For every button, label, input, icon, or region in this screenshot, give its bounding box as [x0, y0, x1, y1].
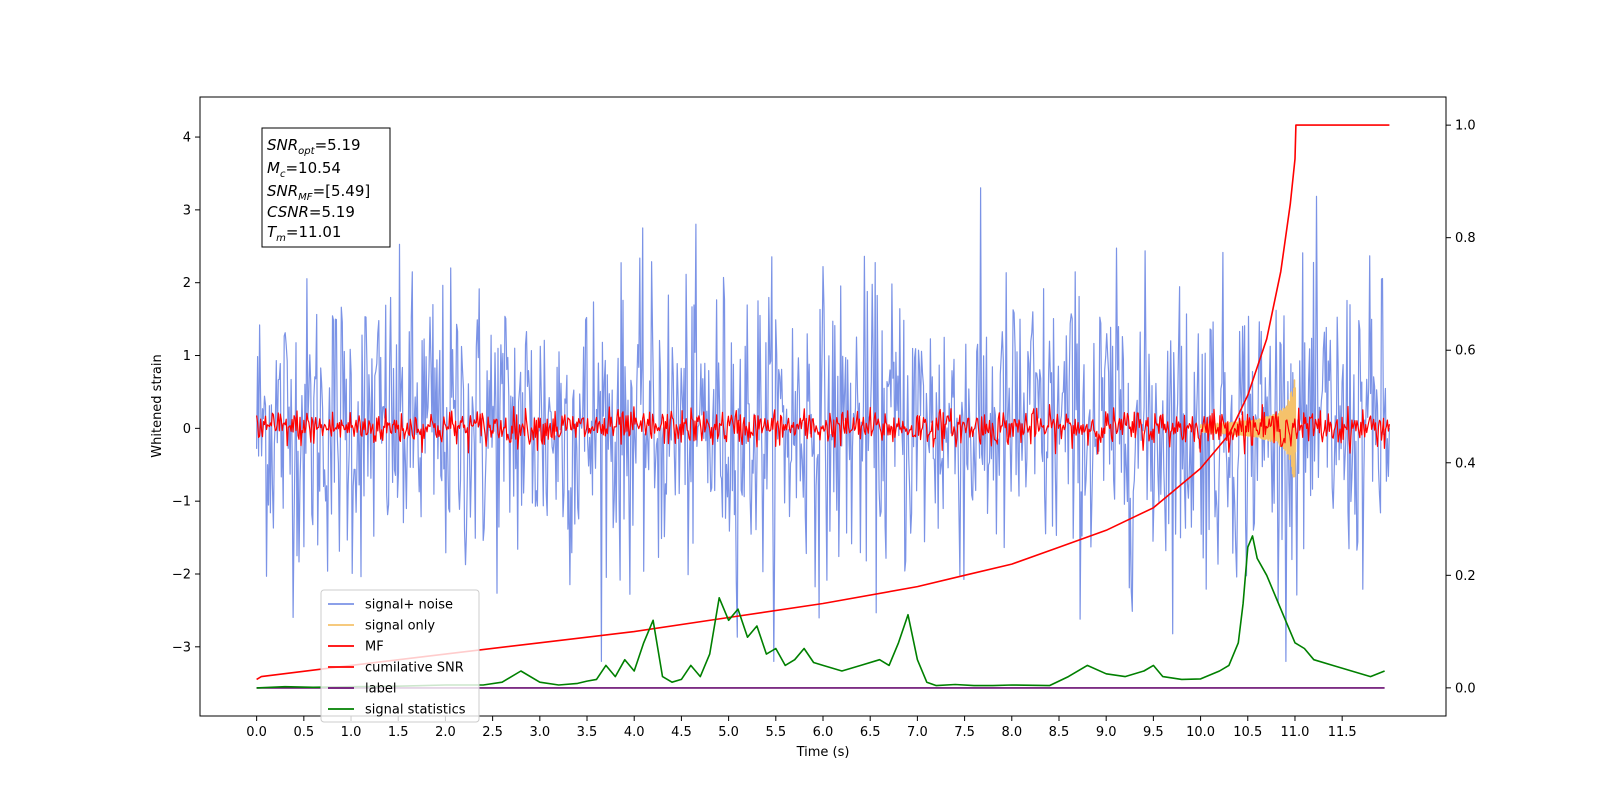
legend-label: signal statistics [365, 703, 466, 718]
y-tick-label-right: 0.6 [1455, 344, 1476, 359]
info-snr-mf-value: =[5.49] [313, 182, 371, 200]
info-snr-opt: SNRopt=5.19 [267, 136, 361, 157]
info-csnr-value: =5.19 [309, 203, 355, 221]
x-tick-label: 0.0 [246, 725, 267, 740]
info-mc-base: M [267, 159, 280, 177]
x-tick-label: 2.0 [435, 725, 456, 740]
info-mc-value: =10.54 [285, 159, 341, 177]
y-tick-label-left: −3 [172, 640, 191, 655]
x-tick-label: 4.5 [671, 725, 692, 740]
info-tm: Tm=11.01 [267, 223, 341, 244]
series-line-signal-statistics [256, 535, 1385, 689]
info-csnr: CSNR=5.19 [267, 203, 355, 221]
x-tick-label: 2.5 [482, 725, 503, 740]
y-axis-label: Whitened strain [150, 354, 165, 457]
series-line-mf [256, 404, 1390, 455]
info-snr-mf-sub: MF [298, 192, 313, 203]
info-box: SNRopt=5.19 Mc=10.54 SNRMF=[5.49] CSNR=5… [261, 127, 391, 248]
x-tick-label: 7.5 [954, 725, 975, 740]
x-tick-label: 3.0 [529, 725, 550, 740]
x-tick-label: 9.0 [1096, 725, 1117, 740]
x-tick-label: 5.5 [765, 725, 786, 740]
info-snr-opt-value: =5.19 [315, 136, 361, 154]
x-tick-label: 1.0 [341, 725, 362, 740]
x-tick-label: 8.5 [1049, 725, 1070, 740]
y-tick-label-left: −1 [172, 495, 191, 510]
y-tick-label-left: 0 [183, 422, 191, 437]
x-tick-label: 4.0 [624, 725, 645, 740]
y-tick-label-left: −2 [172, 567, 191, 582]
y-tick-label-left: 2 [183, 276, 191, 291]
info-tm-base: T [267, 223, 278, 241]
info-snr-opt-base: SNR [267, 136, 298, 154]
info-tm-sub: m [276, 233, 286, 244]
legend-label: signal only [365, 619, 435, 634]
y-axis-right: 0.0 0.2 0.4 0.6 0.8 1.0 [1446, 119, 1476, 696]
info-mc-sub: c [280, 169, 286, 180]
x-tick-label: 1.5 [388, 725, 409, 740]
x-axis-label: Time (s) [796, 745, 850, 760]
x-tick-label: 10.0 [1186, 725, 1215, 740]
y-tick-label-left: 4 [183, 131, 191, 146]
y-axis-left: −3 −2 −1 0 1 2 3 4 [172, 131, 200, 655]
legend: signal+ noise signal only MF cumilative SNR… [320, 589, 480, 723]
x-axis: 0.0 0.5 1.0 1.5 2.0 2.5 3.0 3.5 4.0 4.5 5.0 5.5 6.0 6… [246, 716, 1357, 740]
x-tick-label: 3.5 [577, 725, 598, 740]
x-tick-label: 8.0 [1001, 725, 1022, 740]
y-tick-label-right: 0.0 [1455, 681, 1476, 696]
info-snr-opt-sub: opt [298, 146, 315, 157]
info-box-frame [261, 127, 391, 248]
x-tick-label: 7.0 [907, 725, 928, 740]
x-tick-label: 6.0 [813, 725, 834, 740]
legend-label: cumilative SNR [365, 661, 464, 676]
series-line-cumilative-snr [256, 124, 1390, 681]
x-tick-label: 0.5 [293, 725, 314, 740]
info-mc: Mc=10.54 [267, 159, 341, 180]
info-snr-mf-base: SNR [267, 182, 298, 200]
y-tick-label-right: 1.0 [1455, 119, 1476, 134]
y-tick-label-right: 0.2 [1455, 569, 1476, 584]
legend-label: MF [365, 640, 384, 655]
x-tick-label: 10.5 [1233, 725, 1262, 740]
x-tick-label: 6.5 [860, 725, 881, 740]
y-tick-label-right: 0.4 [1455, 456, 1476, 471]
y-tick-label-left: 3 [183, 203, 191, 218]
info-snr-mf: SNRMF=[5.49] [267, 182, 370, 203]
legend-label: label [365, 682, 396, 697]
x-tick-label: 5.0 [718, 725, 739, 740]
info-csnr-base: CSNR [267, 203, 309, 221]
legend-label: signal+ noise [365, 598, 453, 613]
legend-frame [320, 589, 480, 723]
y-tick-label-left: 1 [183, 349, 191, 364]
y-tick-label-right: 0.8 [1455, 231, 1476, 246]
x-tick-label: 11.0 [1280, 725, 1309, 740]
info-tm-value: =11.01 [286, 223, 342, 241]
x-tick-label: 11.5 [1328, 725, 1357, 740]
x-tick-label: 9.5 [1143, 725, 1164, 740]
